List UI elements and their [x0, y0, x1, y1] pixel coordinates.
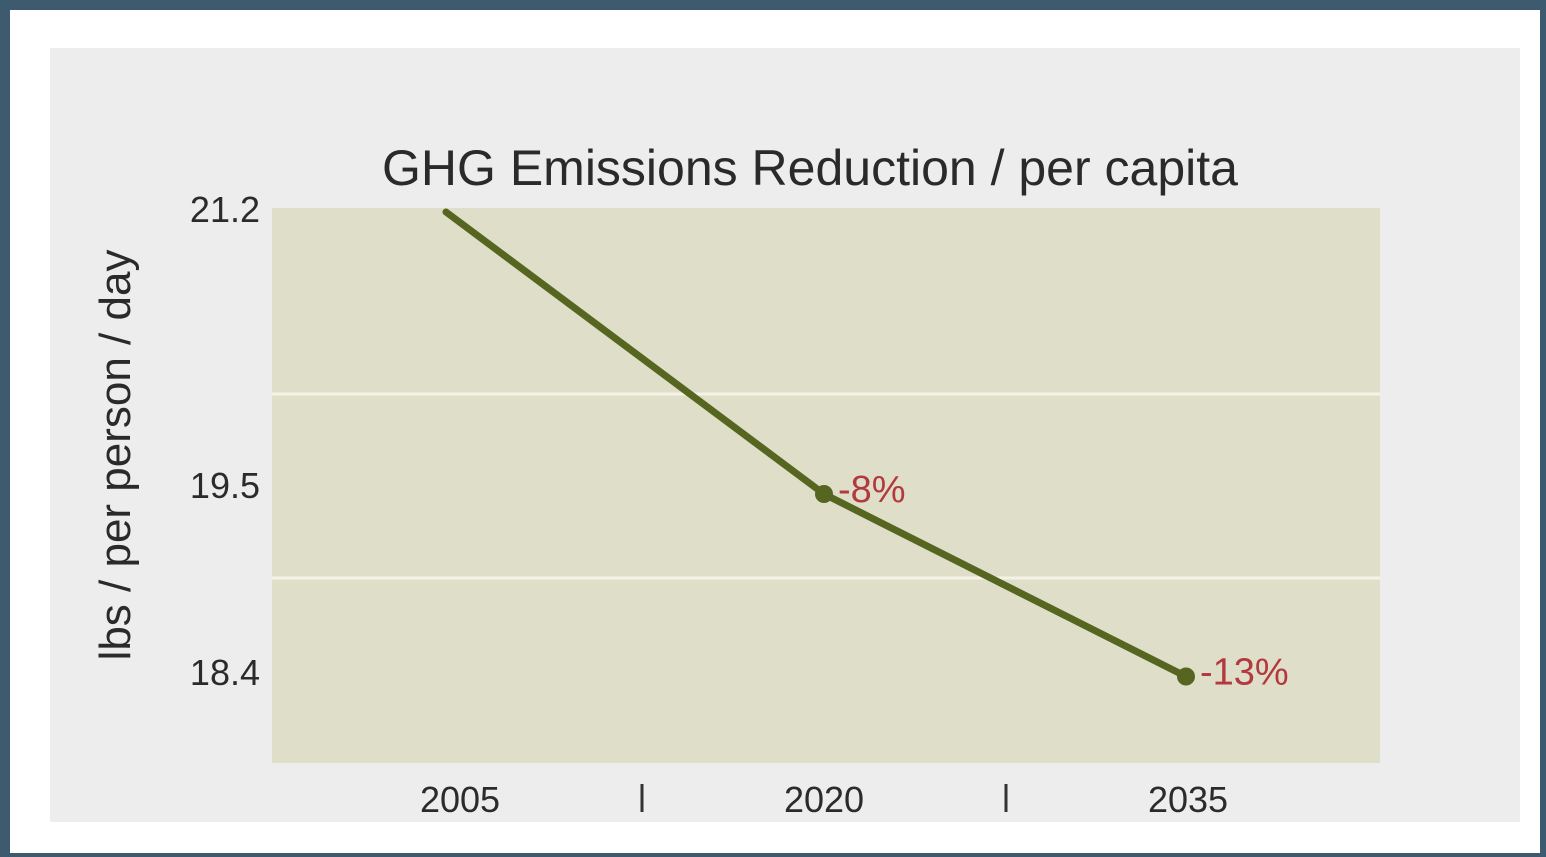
annotation-label-2020: -8% [838, 469, 906, 511]
y-tick-label-2: 18.4 [190, 652, 260, 693]
x-tick-label-1: 2020 [784, 779, 864, 820]
x-tick-label-2: 2035 [1148, 779, 1228, 820]
y-tick-label-1: 19.5 [190, 465, 260, 506]
data-point-2035 [1177, 667, 1195, 686]
data-point-2020 [815, 485, 833, 503]
series-layer: -8% -13% [442, 208, 1289, 694]
x-tick-label-0: 2005 [420, 779, 500, 820]
y-axis-label: lbs / per person / day [91, 250, 140, 661]
y-tick-label-0: 21.2 [190, 189, 260, 230]
annotation-label-2035: -13% [1200, 652, 1289, 694]
chart-title: GHG Emissions Reduction / per capita [382, 140, 1238, 196]
